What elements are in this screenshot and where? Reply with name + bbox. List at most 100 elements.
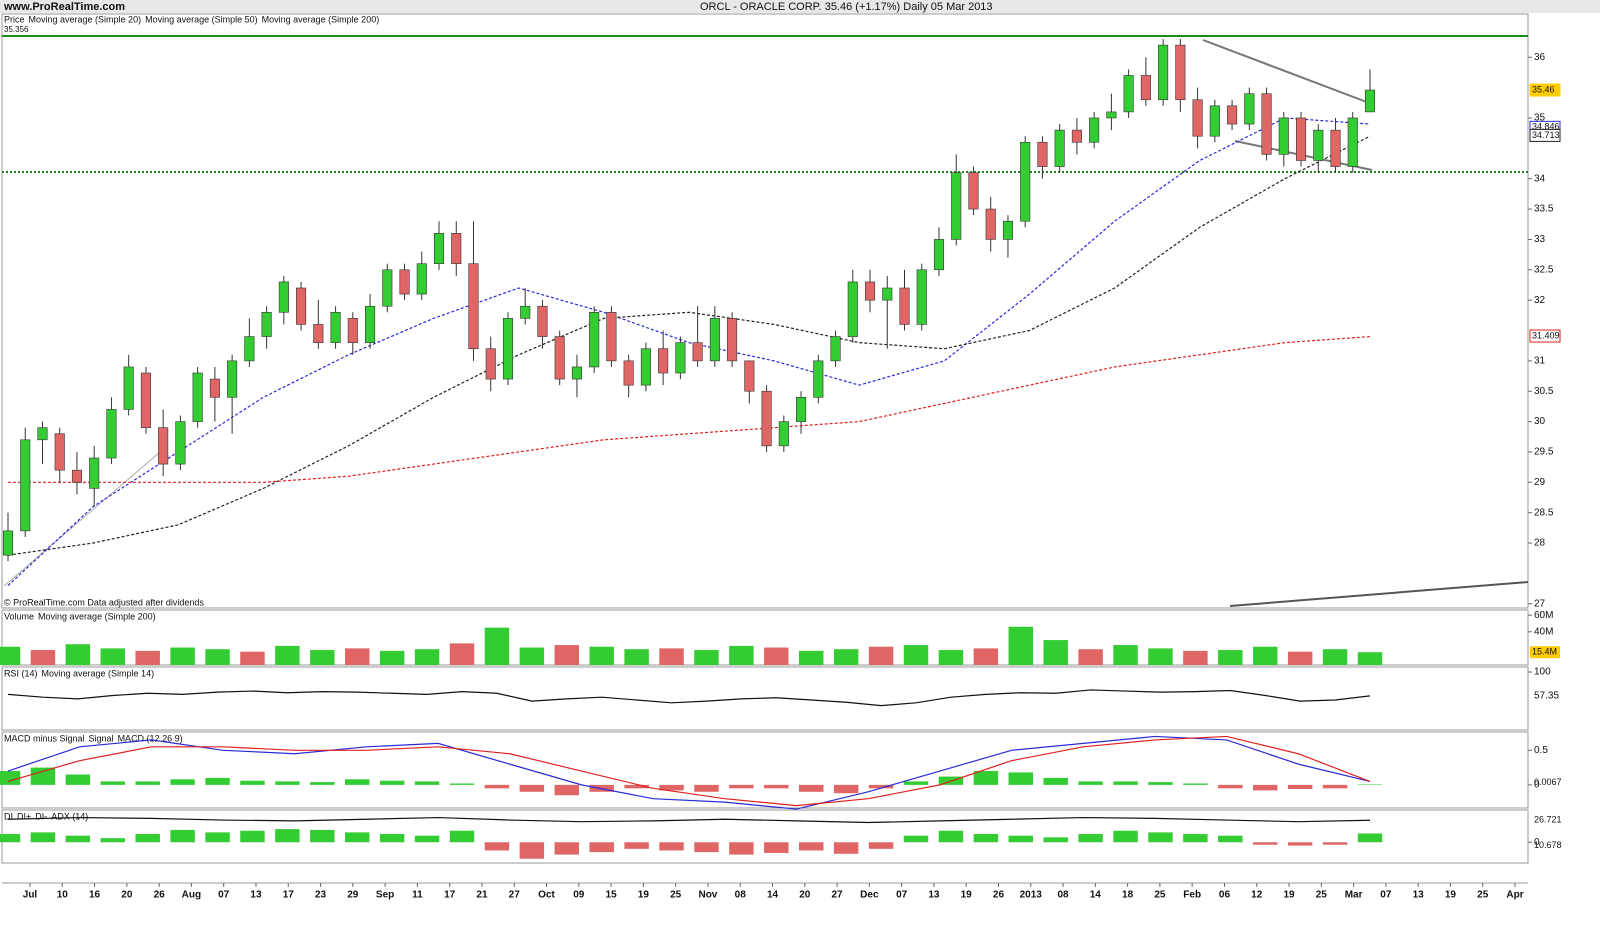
volume-bar bbox=[1322, 649, 1348, 665]
x-tick-label: 10 bbox=[57, 890, 69, 901]
candle-body bbox=[278, 281, 289, 313]
candle-body bbox=[1347, 117, 1358, 167]
y-tick-label: 32 bbox=[1534, 295, 1546, 306]
y-tick-label: 35 bbox=[1534, 113, 1546, 124]
footer-note: © ProRealTime.com Data adjusted after di… bbox=[4, 597, 204, 607]
legend-entry: MACD (12 26 9) bbox=[118, 733, 183, 743]
candle-body bbox=[1140, 75, 1151, 101]
x-tick-label: 23 bbox=[315, 890, 327, 901]
candle-body bbox=[209, 378, 220, 398]
candle-body bbox=[1330, 129, 1341, 167]
legend-entry: Moving average (Simple 14) bbox=[42, 668, 155, 678]
volume-bar bbox=[1148, 648, 1173, 665]
histogram-bar bbox=[624, 842, 649, 849]
histogram-bar bbox=[1218, 835, 1243, 843]
volume-bar bbox=[1357, 652, 1383, 665]
x-tick-label: 27 bbox=[509, 890, 521, 901]
histogram-bar bbox=[554, 842, 579, 855]
macd-value: 0.0067 bbox=[1534, 777, 1562, 787]
x-tick-label: 13 bbox=[1413, 890, 1425, 901]
histogram-bar bbox=[624, 784, 649, 789]
candle-body bbox=[744, 360, 755, 392]
y-tick-label: 60M bbox=[1534, 610, 1553, 621]
histogram-bar bbox=[973, 834, 999, 843]
histogram-bar bbox=[345, 832, 370, 843]
histogram-bar bbox=[1218, 784, 1243, 789]
histogram-bar bbox=[345, 779, 370, 785]
volume-bar bbox=[30, 650, 56, 665]
histogram-bar bbox=[135, 781, 160, 785]
legend-entry: MACD minus Signal bbox=[4, 733, 85, 743]
histogram-bar bbox=[1287, 784, 1313, 790]
candle-body bbox=[692, 342, 703, 362]
x-tick-label: Feb bbox=[1183, 890, 1201, 901]
volume-bar bbox=[903, 645, 929, 665]
x-tick-label: 14 bbox=[1090, 890, 1102, 901]
candle-body bbox=[261, 311, 272, 337]
histogram-bar bbox=[1253, 842, 1278, 845]
histogram-bar bbox=[205, 832, 230, 843]
histogram-bar bbox=[275, 781, 300, 785]
histogram-bar bbox=[1043, 837, 1068, 843]
x-tick-label: 17 bbox=[283, 890, 295, 901]
histogram-bar bbox=[833, 784, 859, 794]
candle-body bbox=[554, 336, 565, 380]
candle-body bbox=[89, 457, 100, 489]
candle-body bbox=[1158, 44, 1169, 101]
volume-bar bbox=[868, 646, 894, 665]
histogram-bar bbox=[0, 771, 21, 785]
candle-body bbox=[709, 318, 720, 362]
x-tick-label: 20 bbox=[121, 890, 133, 901]
volume-bar bbox=[1078, 649, 1103, 665]
candle-body bbox=[1244, 93, 1255, 125]
histogram-bar bbox=[519, 842, 545, 859]
x-tick-label: 08 bbox=[1057, 890, 1069, 901]
candle-body bbox=[864, 281, 876, 301]
legend-entry: ADX (14) bbox=[51, 811, 88, 821]
histogram-bar bbox=[414, 835, 440, 843]
histogram-bar bbox=[1078, 834, 1103, 843]
volume-bar bbox=[0, 646, 21, 665]
candle-body bbox=[140, 372, 151, 428]
x-tick-label: 06 bbox=[1219, 890, 1231, 901]
legend-entry: DI- bbox=[35, 811, 47, 821]
y-tick-label: 0.5 bbox=[1534, 745, 1548, 756]
histogram-bar bbox=[903, 835, 929, 843]
x-tick-label: 08 bbox=[735, 890, 747, 901]
histogram-bar bbox=[484, 842, 510, 851]
candle-body bbox=[813, 360, 824, 398]
volume-bar bbox=[938, 650, 964, 665]
y-tick-label: 30.5 bbox=[1534, 386, 1554, 397]
candle-body bbox=[1037, 141, 1048, 167]
x-tick-label: Jul bbox=[23, 890, 38, 901]
candle-body bbox=[985, 208, 996, 240]
x-tick-label: 11 bbox=[412, 890, 423, 901]
candle-body bbox=[347, 318, 358, 343]
histogram-bar bbox=[868, 842, 894, 849]
candle-body bbox=[1123, 75, 1134, 113]
candle-body bbox=[158, 427, 169, 465]
candle-body bbox=[675, 342, 686, 374]
y-tick-label: 28.5 bbox=[1534, 507, 1554, 518]
candle-body bbox=[451, 233, 462, 265]
trend-line bbox=[3, 451, 161, 587]
histogram-bar bbox=[1113, 830, 1138, 843]
candle-body bbox=[796, 396, 807, 422]
candle-body bbox=[520, 305, 531, 319]
histogram-bar bbox=[240, 830, 265, 843]
price-frame bbox=[1, 13, 1529, 609]
candle-body bbox=[1209, 105, 1220, 137]
legend-entry: Price bbox=[4, 14, 25, 24]
candle-body bbox=[882, 287, 893, 301]
histogram-bar bbox=[554, 784, 579, 796]
candle-body bbox=[54, 433, 65, 471]
price-marker bbox=[1529, 329, 1561, 343]
y-tick-label: 33 bbox=[1534, 234, 1546, 245]
macd-frame bbox=[1, 731, 1529, 809]
candle-body bbox=[916, 269, 927, 325]
x-tick-label: 26 bbox=[154, 890, 166, 901]
x-tick-label: 19 bbox=[638, 890, 650, 901]
trend-line bbox=[1229, 581, 1529, 607]
histogram-bar bbox=[868, 784, 894, 789]
